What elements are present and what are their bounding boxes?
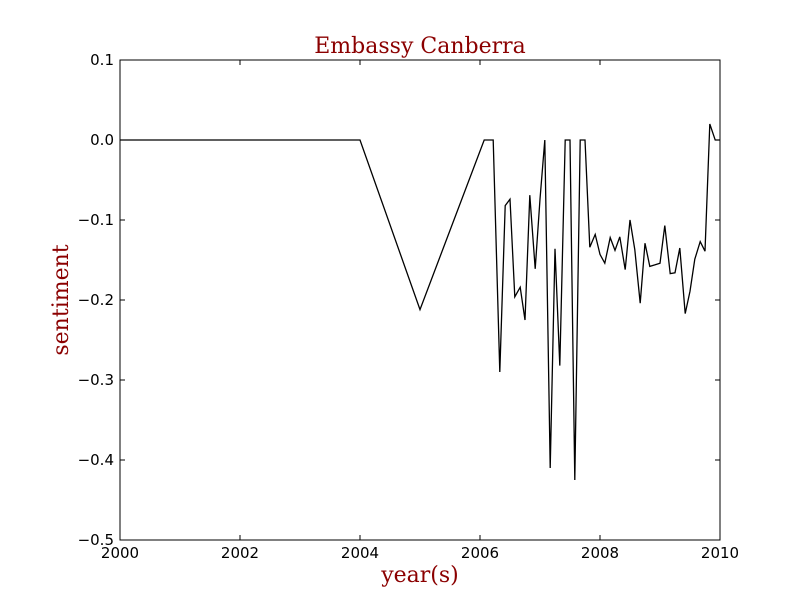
x-tick-label: 2010 bbox=[701, 544, 739, 562]
y-tick-label: 0.1 bbox=[90, 51, 114, 69]
y-tick-label: −0.4 bbox=[78, 451, 114, 469]
y-axis-label: sentiment bbox=[49, 244, 74, 355]
plot-area-frame bbox=[119, 59, 721, 541]
plot-series bbox=[120, 123, 720, 481]
y-tick-label: 0.0 bbox=[90, 131, 114, 149]
x-tick-label: 2006 bbox=[461, 544, 499, 562]
y-tick-label: −0.2 bbox=[78, 291, 114, 309]
x-tick-label: 2002 bbox=[221, 544, 259, 562]
x-tick-label: 2000 bbox=[101, 544, 139, 562]
x-tick-label: 2008 bbox=[581, 544, 619, 562]
sentiment-line-series-0 bbox=[120, 123, 720, 481]
y-tick-label: −0.3 bbox=[78, 371, 114, 389]
axis-ticks: 2000 2002 2004 2006 2008 2010 0.1 0.0 −0.1 −0.2 −0… bbox=[78, 51, 740, 562]
y-tick-label: −0.1 bbox=[78, 211, 114, 229]
chart-title: Embassy Canberra bbox=[314, 34, 526, 59]
y-tick-label: −0.5 bbox=[78, 531, 114, 549]
x-axis-label: year(s) bbox=[380, 563, 459, 588]
x-tick-label: 2004 bbox=[341, 544, 379, 562]
